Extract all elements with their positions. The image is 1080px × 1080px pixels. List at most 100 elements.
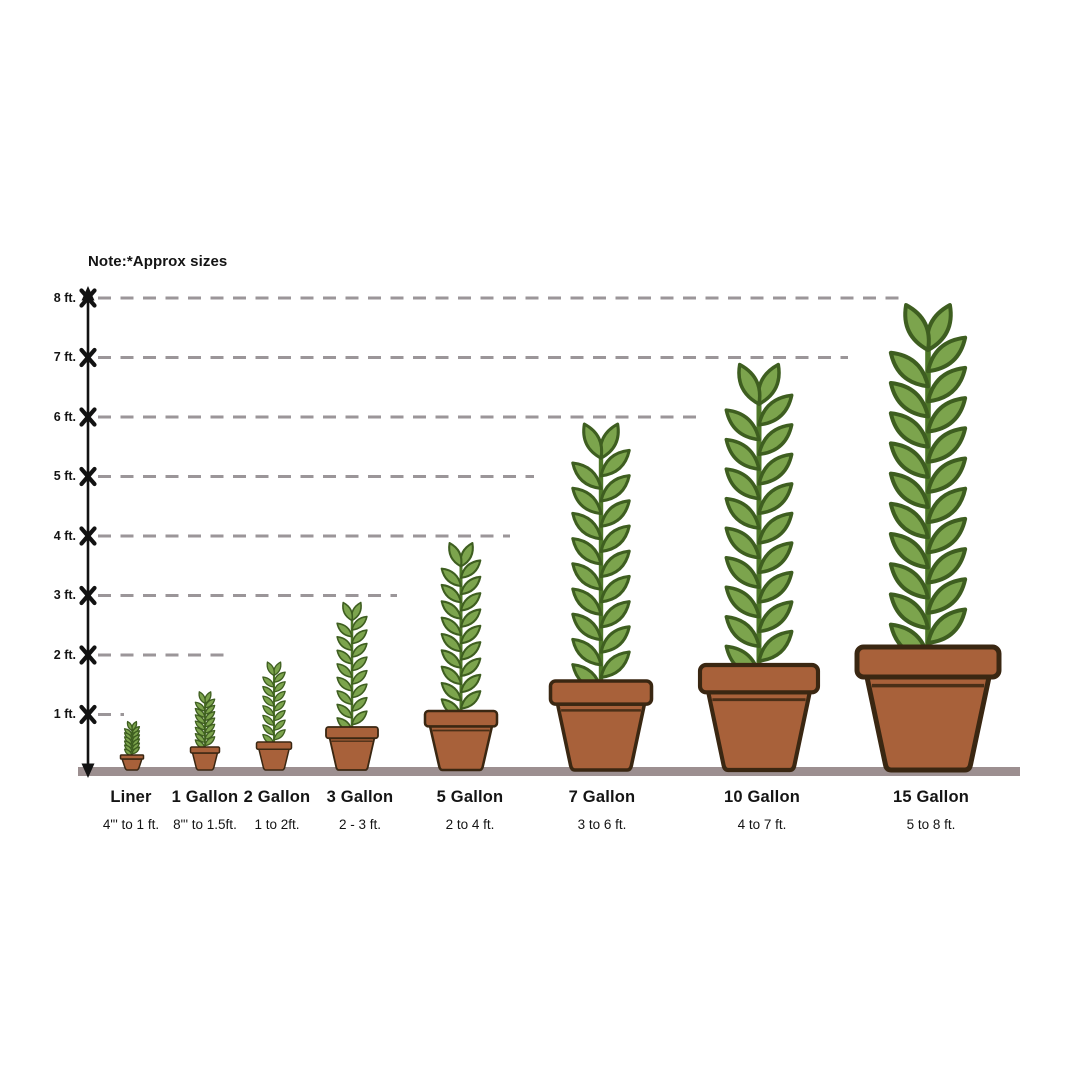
leaf-icon [571,562,603,591]
leaf-icon [351,696,368,712]
leaf-icon [599,574,631,604]
leaf-icon [599,474,631,503]
leaf-icon [459,657,482,677]
leaf-icon [351,629,368,645]
pot [189,746,221,771]
plant-15-gallon [854,303,1002,773]
leaf-icon [273,681,286,693]
leaf-icon [724,496,761,530]
axis-tick-1ft: 1 ft. [53,707,76,721]
height-axis [79,286,97,778]
approx-note: Note:*Approx sizes [88,253,228,270]
leaf-icon [351,656,368,672]
leaf-icon [903,303,931,352]
leaf-icon [459,608,482,628]
leaf-icon [724,555,761,589]
leaf-icon [273,729,286,741]
leaf-icon [599,549,631,579]
leaf-icon [131,746,141,755]
leaf-icon [351,683,368,699]
category-range: 5 to 8 ft. [906,817,956,832]
plant-3-gallon [325,601,379,771]
ground-bar [78,767,1020,776]
leaf-icon [888,562,930,600]
leaf-icon [262,685,275,698]
leaf-icon [204,736,216,747]
leaf-icon [459,559,482,579]
category-label: 10 Gallon [723,788,801,806]
leaf-icon [926,516,968,555]
leaf-icon [757,482,794,516]
leaf-icon [459,641,482,661]
category-label: 3 Gallon [326,788,394,806]
leaf-icon [459,690,482,710]
leaf-icon [351,710,368,726]
pot [697,662,821,773]
leaf-icon [440,632,463,653]
leaf-icon [262,695,275,707]
leaf-icon [440,616,463,637]
leaf-icon [571,587,603,616]
leaf-icon [757,600,794,634]
leaf-icon [273,671,286,683]
foliage [336,601,368,733]
leaf-icon [757,423,794,457]
leaf-icon [926,396,968,434]
axis-x-marker-8ft [79,288,97,308]
category-liner: Liner 4"' to 1 ft. [56,788,206,832]
axis-x-marker-2ft [79,645,97,665]
category-15-gallon: 15 Gallon 5 to 8 ft. [856,788,1006,832]
leaf-icon [724,615,761,648]
leaf-icon [336,690,353,706]
leaf-icon [273,700,286,712]
leaf-icon [262,705,275,717]
category-label: 5 Gallon [436,788,504,806]
leaf-icon [262,724,275,736]
plant-liner [119,720,145,771]
category-range: 8"' to 1.5ft. [173,817,237,832]
foliage [888,303,968,661]
leaf-icon [757,452,794,486]
plant-10-gallon [697,362,821,773]
leaf-icon [571,511,603,541]
leaf-icon [599,499,631,528]
leaf-icon [724,408,761,442]
leaf-icon [926,335,968,374]
leaf-icon [198,691,206,705]
leaf-icon [599,625,631,654]
category-5-gallon: 5 Gallon 2 to 4 ft. [395,788,545,832]
foliage [123,720,141,757]
leaf-icon [571,612,603,642]
leaf-icon [888,471,930,510]
leaf-icon [926,456,968,494]
leaf-icon [266,661,275,677]
leaf-icon [459,624,482,645]
leaf-icon [926,607,968,645]
plant-7-gallon [548,422,654,772]
leaf-icon [757,393,794,427]
leaf-icon [440,649,463,669]
pot [255,741,293,771]
category-label: 2 Gallon [243,788,311,806]
leaf-icon [336,676,353,692]
pot [548,679,654,772]
leaf-icon [888,350,930,389]
leaf-icon [724,467,761,501]
leaf-icon [351,642,368,658]
axis-tick-3ft: 3 ft. [53,588,76,602]
leaf-icon [888,592,930,630]
leaf-icon [273,690,286,703]
leaf-icon [440,665,463,686]
leaf-icon [599,600,631,629]
leaf-icon [926,577,968,615]
leaf-icon [757,570,794,604]
category-range: 2 to 4 ft. [445,817,495,832]
leaf-icon [336,636,353,652]
leaf-icon [336,703,353,719]
category-2-gallon: 2 Gallon 1 to 2ft. [202,788,352,832]
leaf-icon [724,437,761,471]
pot [325,726,379,771]
pot [854,644,1002,773]
leaf-icon [926,547,968,585]
